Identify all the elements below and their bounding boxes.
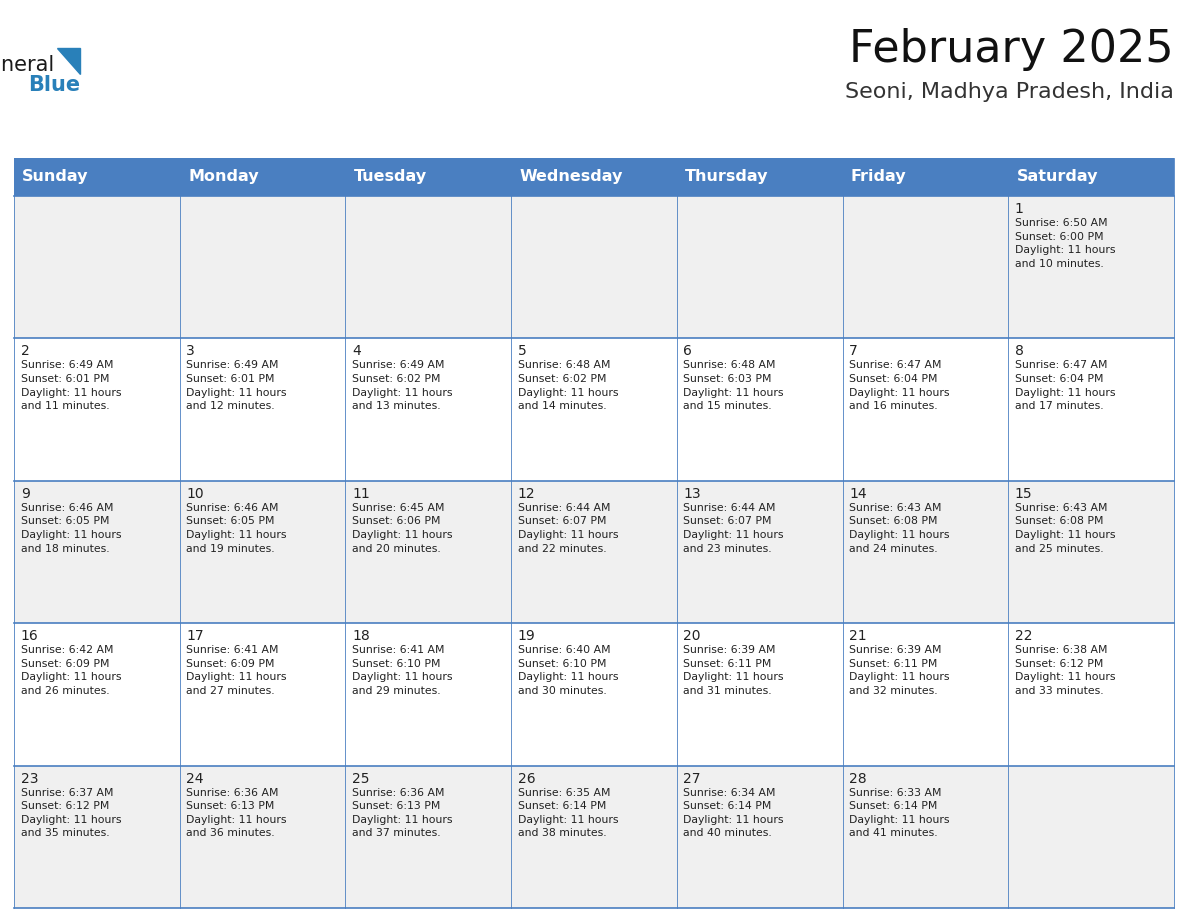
Text: Sunrise: 6:45 AM
Sunset: 6:06 PM
Daylight: 11 hours
and 20 minutes.: Sunrise: 6:45 AM Sunset: 6:06 PM Dayligh…	[352, 503, 453, 554]
Bar	[14, 196, 1174, 339]
Text: 16: 16	[20, 629, 38, 644]
Text: 4: 4	[352, 344, 361, 358]
Text: 22: 22	[1015, 629, 1032, 644]
Text: 5: 5	[518, 344, 526, 358]
Text: Sunrise: 6:36 AM
Sunset: 6:13 PM
Daylight: 11 hours
and 36 minutes.: Sunrise: 6:36 AM Sunset: 6:13 PM Dayligh…	[187, 788, 286, 838]
Text: Friday: Friday	[851, 170, 906, 185]
Bar	[346, 158, 511, 196]
Text: Sunrise: 6:36 AM
Sunset: 6:13 PM
Daylight: 11 hours
and 37 minutes.: Sunrise: 6:36 AM Sunset: 6:13 PM Dayligh…	[352, 788, 453, 838]
Text: 26: 26	[518, 772, 536, 786]
Text: Blue: Blue	[27, 75, 80, 95]
Text: Sunrise: 6:48 AM
Sunset: 6:02 PM
Daylight: 11 hours
and 14 minutes.: Sunrise: 6:48 AM Sunset: 6:02 PM Dayligh…	[518, 361, 618, 411]
Text: Sunrise: 6:34 AM
Sunset: 6:14 PM
Daylight: 11 hours
and 40 minutes.: Sunrise: 6:34 AM Sunset: 6:14 PM Dayligh…	[683, 788, 784, 838]
Text: Sunrise: 6:35 AM
Sunset: 6:14 PM
Daylight: 11 hours
and 38 minutes.: Sunrise: 6:35 AM Sunset: 6:14 PM Dayligh…	[518, 788, 618, 838]
Text: Sunrise: 6:41 AM
Sunset: 6:09 PM
Daylight: 11 hours
and 27 minutes.: Sunrise: 6:41 AM Sunset: 6:09 PM Dayligh…	[187, 645, 286, 696]
Text: Sunrise: 6:40 AM
Sunset: 6:10 PM
Daylight: 11 hours
and 30 minutes.: Sunrise: 6:40 AM Sunset: 6:10 PM Dayligh…	[518, 645, 618, 696]
Text: Sunrise: 6:33 AM
Sunset: 6:14 PM
Daylight: 11 hours
and 41 minutes.: Sunrise: 6:33 AM Sunset: 6:14 PM Dayligh…	[849, 788, 949, 838]
Text: Sunrise: 6:42 AM
Sunset: 6:09 PM
Daylight: 11 hours
and 26 minutes.: Sunrise: 6:42 AM Sunset: 6:09 PM Dayligh…	[20, 645, 121, 696]
Text: Sunrise: 6:48 AM
Sunset: 6:03 PM
Daylight: 11 hours
and 15 minutes.: Sunrise: 6:48 AM Sunset: 6:03 PM Dayligh…	[683, 361, 784, 411]
Text: 11: 11	[352, 487, 369, 501]
Bar	[1009, 158, 1174, 196]
Text: Sunrise: 6:39 AM
Sunset: 6:11 PM
Daylight: 11 hours
and 31 minutes.: Sunrise: 6:39 AM Sunset: 6:11 PM Dayligh…	[683, 645, 784, 696]
Text: Sunrise: 6:39 AM
Sunset: 6:11 PM
Daylight: 11 hours
and 32 minutes.: Sunrise: 6:39 AM Sunset: 6:11 PM Dayligh…	[849, 645, 949, 696]
Text: 1: 1	[1015, 202, 1024, 216]
Bar	[14, 623, 1174, 766]
Text: 19: 19	[518, 629, 536, 644]
Text: 13: 13	[683, 487, 701, 501]
Text: Tuesday: Tuesday	[354, 170, 426, 185]
Text: General: General	[0, 55, 55, 75]
Text: Sunrise: 6:43 AM
Sunset: 6:08 PM
Daylight: 11 hours
and 24 minutes.: Sunrise: 6:43 AM Sunset: 6:08 PM Dayligh…	[849, 503, 949, 554]
Text: 12: 12	[518, 487, 536, 501]
Text: 2: 2	[20, 344, 30, 358]
Bar	[842, 158, 1009, 196]
Text: Sunrise: 6:49 AM
Sunset: 6:01 PM
Daylight: 11 hours
and 11 minutes.: Sunrise: 6:49 AM Sunset: 6:01 PM Dayligh…	[20, 361, 121, 411]
Text: Sunrise: 6:46 AM
Sunset: 6:05 PM
Daylight: 11 hours
and 19 minutes.: Sunrise: 6:46 AM Sunset: 6:05 PM Dayligh…	[187, 503, 286, 554]
Bar	[14, 481, 1174, 623]
Text: 14: 14	[849, 487, 867, 501]
Text: Sunrise: 6:47 AM
Sunset: 6:04 PM
Daylight: 11 hours
and 17 minutes.: Sunrise: 6:47 AM Sunset: 6:04 PM Dayligh…	[1015, 361, 1116, 411]
Text: 20: 20	[683, 629, 701, 644]
Text: 17: 17	[187, 629, 204, 644]
Text: Sunday: Sunday	[23, 170, 89, 185]
Bar	[14, 339, 1174, 481]
Bar	[511, 158, 677, 196]
Text: Sunrise: 6:43 AM
Sunset: 6:08 PM
Daylight: 11 hours
and 25 minutes.: Sunrise: 6:43 AM Sunset: 6:08 PM Dayligh…	[1015, 503, 1116, 554]
Text: Wednesday: Wednesday	[519, 170, 623, 185]
Text: 3: 3	[187, 344, 195, 358]
Polygon shape	[57, 48, 80, 74]
Text: 24: 24	[187, 772, 204, 786]
Text: 27: 27	[683, 772, 701, 786]
Bar	[14, 766, 1174, 908]
Text: Sunrise: 6:44 AM
Sunset: 6:07 PM
Daylight: 11 hours
and 22 minutes.: Sunrise: 6:44 AM Sunset: 6:07 PM Dayligh…	[518, 503, 618, 554]
Text: Sunrise: 6:49 AM
Sunset: 6:01 PM
Daylight: 11 hours
and 12 minutes.: Sunrise: 6:49 AM Sunset: 6:01 PM Dayligh…	[187, 361, 286, 411]
Text: Sunrise: 6:50 AM
Sunset: 6:00 PM
Daylight: 11 hours
and 10 minutes.: Sunrise: 6:50 AM Sunset: 6:00 PM Dayligh…	[1015, 218, 1116, 269]
Text: 18: 18	[352, 629, 369, 644]
Text: Saturday: Saturday	[1017, 170, 1098, 185]
Text: 15: 15	[1015, 487, 1032, 501]
Text: 10: 10	[187, 487, 204, 501]
Text: Sunrise: 6:49 AM
Sunset: 6:02 PM
Daylight: 11 hours
and 13 minutes.: Sunrise: 6:49 AM Sunset: 6:02 PM Dayligh…	[352, 361, 453, 411]
Text: 21: 21	[849, 629, 867, 644]
Text: Monday: Monday	[188, 170, 259, 185]
Text: Seoni, Madhya Pradesh, India: Seoni, Madhya Pradesh, India	[845, 82, 1174, 102]
Text: 6: 6	[683, 344, 693, 358]
Text: Sunrise: 6:37 AM
Sunset: 6:12 PM
Daylight: 11 hours
and 35 minutes.: Sunrise: 6:37 AM Sunset: 6:12 PM Dayligh…	[20, 788, 121, 838]
Bar	[14, 158, 179, 196]
Text: Sunrise: 6:47 AM
Sunset: 6:04 PM
Daylight: 11 hours
and 16 minutes.: Sunrise: 6:47 AM Sunset: 6:04 PM Dayligh…	[849, 361, 949, 411]
Text: 9: 9	[20, 487, 30, 501]
Text: 8: 8	[1015, 344, 1024, 358]
Bar	[677, 158, 842, 196]
Text: 28: 28	[849, 772, 867, 786]
Text: 7: 7	[849, 344, 858, 358]
Text: Sunrise: 6:38 AM
Sunset: 6:12 PM
Daylight: 11 hours
and 33 minutes.: Sunrise: 6:38 AM Sunset: 6:12 PM Dayligh…	[1015, 645, 1116, 696]
Text: February 2025: February 2025	[849, 28, 1174, 71]
Text: Sunrise: 6:44 AM
Sunset: 6:07 PM
Daylight: 11 hours
and 23 minutes.: Sunrise: 6:44 AM Sunset: 6:07 PM Dayligh…	[683, 503, 784, 554]
Text: Thursday: Thursday	[685, 170, 769, 185]
Text: 25: 25	[352, 772, 369, 786]
Text: Sunrise: 6:46 AM
Sunset: 6:05 PM
Daylight: 11 hours
and 18 minutes.: Sunrise: 6:46 AM Sunset: 6:05 PM Dayligh…	[20, 503, 121, 554]
Text: Sunrise: 6:41 AM
Sunset: 6:10 PM
Daylight: 11 hours
and 29 minutes.: Sunrise: 6:41 AM Sunset: 6:10 PM Dayligh…	[352, 645, 453, 696]
Text: 23: 23	[20, 772, 38, 786]
Bar	[179, 158, 346, 196]
